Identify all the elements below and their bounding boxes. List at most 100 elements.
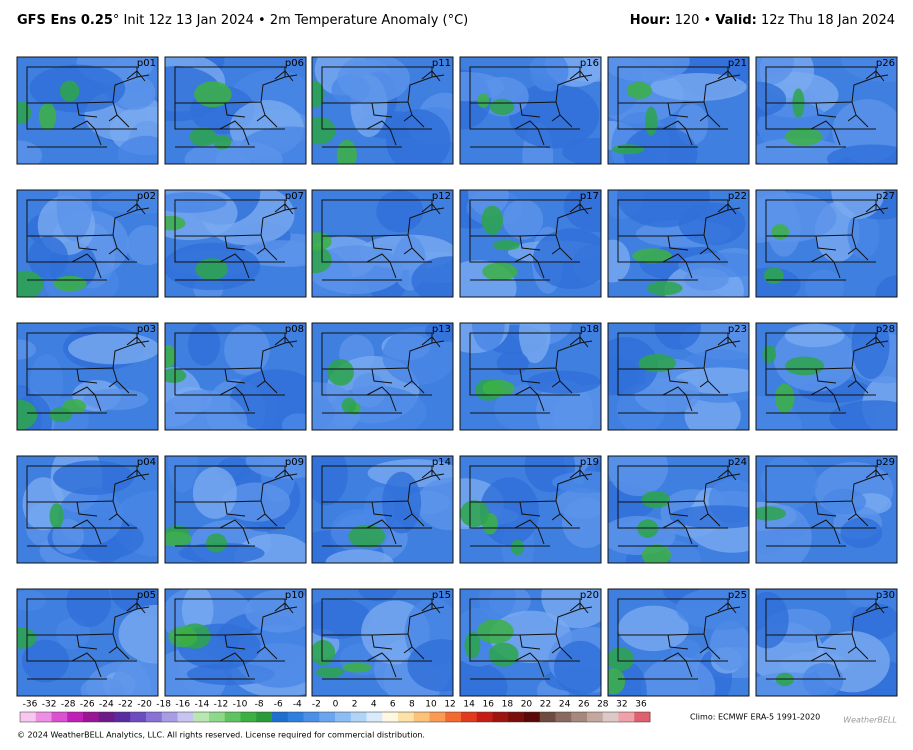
colorbar-label: 14 — [463, 700, 475, 710]
anomaly-area — [213, 134, 232, 150]
colorbar-label: 10 — [425, 700, 437, 710]
anomaly-area — [189, 127, 217, 147]
anomaly-area — [358, 589, 397, 602]
panel-frame — [164, 189, 307, 298]
anomaly-area — [563, 190, 601, 233]
colorbar-swatch — [508, 712, 525, 722]
anomaly-area — [382, 471, 422, 534]
anomaly-area — [527, 370, 601, 394]
anomaly-area — [411, 256, 453, 297]
colorbar-label: 22 — [540, 700, 551, 710]
anomaly-area — [488, 642, 519, 667]
colorbar-swatch — [51, 712, 68, 722]
map-field — [165, 323, 306, 430]
anomaly-area — [552, 384, 601, 430]
panel-label: p14 — [432, 457, 451, 468]
colorbar-label: -22 — [118, 700, 133, 710]
colorbar-label: 32 — [616, 700, 627, 710]
map-field — [756, 190, 897, 297]
panel-frame — [16, 189, 159, 298]
anomaly-area — [341, 397, 357, 414]
map-field — [460, 456, 601, 563]
panel-frame — [755, 588, 898, 697]
map-field — [17, 190, 158, 297]
colorbar-swatch — [256, 712, 273, 722]
anomaly-area — [222, 482, 291, 522]
anomaly-area — [118, 604, 158, 664]
colorbar-swatch — [571, 712, 588, 722]
colorbar-label: 16 — [483, 700, 495, 710]
anomaly-area — [168, 626, 198, 648]
anomaly-area — [337, 57, 410, 103]
anomaly-area — [826, 144, 897, 164]
panel-label: p04 — [137, 457, 156, 468]
anomaly-area — [784, 323, 845, 348]
anomaly-area — [167, 456, 198, 493]
panel-label: p22 — [728, 191, 747, 202]
anomaly-area — [49, 503, 64, 529]
map-field — [312, 323, 453, 430]
panel-frame — [607, 189, 750, 298]
panel-frame — [459, 56, 602, 165]
anomaly-area — [56, 190, 93, 242]
colorbar-label: -36 — [23, 700, 38, 710]
anomaly-area — [608, 57, 690, 82]
map-field — [165, 456, 306, 563]
colorbar-swatch — [287, 712, 304, 722]
colorbar-swatch — [618, 712, 635, 722]
colorbar-label: -28 — [61, 700, 76, 710]
map-field — [608, 456, 749, 563]
panel-frame — [755, 455, 898, 564]
climo-note: Climo: ECMWF ERA-5 1991-2020 — [690, 713, 820, 722]
anomaly-area — [336, 139, 357, 164]
panel-label: p10 — [285, 590, 304, 601]
colorbar-label: 26 — [578, 700, 590, 710]
anomaly-area — [327, 359, 354, 386]
panel-frame — [459, 455, 602, 564]
map-field — [312, 589, 453, 696]
anomaly-area — [165, 344, 176, 368]
colorbar-swatch — [461, 712, 478, 722]
panel-frame — [607, 56, 750, 165]
map-panel: p22 — [607, 189, 750, 298]
panel-label: p01 — [137, 58, 156, 69]
anomaly-area — [608, 646, 634, 672]
anomaly-area — [641, 490, 670, 509]
map-panel: p01 — [16, 56, 159, 165]
anomaly-area — [315, 666, 344, 678]
colorbar-label: 20 — [521, 700, 533, 710]
panel-label: p02 — [137, 191, 156, 202]
anomaly-area — [640, 656, 716, 696]
anomaly-area — [59, 80, 80, 102]
anomaly-area — [553, 640, 601, 696]
anomaly-area — [530, 57, 569, 92]
anomaly-area — [165, 65, 223, 122]
anomaly-area — [650, 73, 747, 102]
anomaly-area — [646, 281, 683, 296]
map-field — [756, 323, 897, 430]
map-panel: p23 — [607, 322, 750, 431]
anomaly-area — [802, 662, 844, 696]
anomaly-area — [608, 337, 658, 395]
anomaly-area — [645, 106, 658, 136]
anomaly-area — [608, 668, 626, 695]
panel-label: p12 — [432, 191, 451, 202]
anomaly-area — [477, 93, 490, 108]
map-panel: p10 — [164, 588, 307, 697]
colorbar-swatch — [193, 712, 210, 722]
colorbar-label: 0 — [333, 700, 339, 710]
colorbar-swatch — [634, 712, 651, 722]
map-panel: p24 — [607, 455, 750, 564]
anomaly-area — [17, 140, 43, 164]
map-panel: p04 — [16, 455, 159, 564]
map-field — [312, 57, 453, 164]
map-field — [608, 323, 749, 430]
anomaly-area — [845, 589, 884, 608]
anomaly-area — [194, 81, 232, 108]
anomaly-area — [562, 137, 601, 164]
colorbar-swatch — [98, 712, 115, 722]
anomaly-area — [623, 126, 698, 164]
logo: WeatherBELL — [843, 716, 897, 725]
anomaly-area — [188, 323, 221, 366]
